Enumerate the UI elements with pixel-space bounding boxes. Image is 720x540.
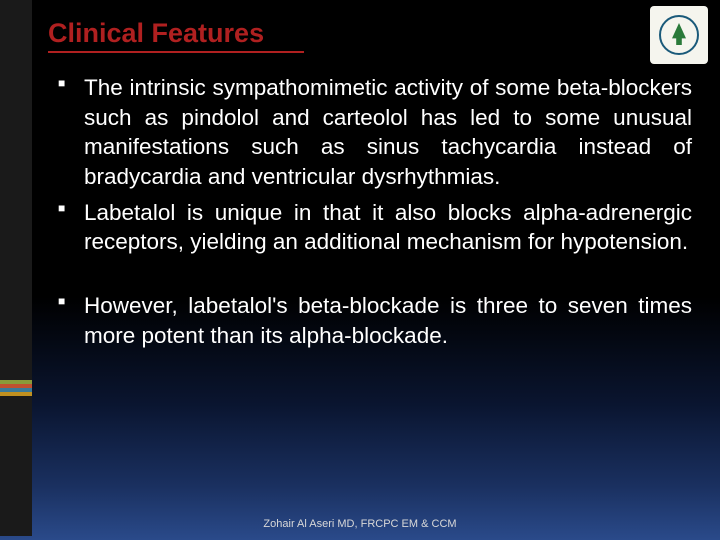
bullet-list: The intrinsic sympathomimetic activity o…: [48, 73, 692, 351]
bullet-item: However, labetalol's beta-blockade is th…: [58, 291, 692, 350]
accent-bottom-block: [0, 396, 32, 536]
accent-top-block: [0, 0, 32, 380]
bullet-item: Labetalol is unique in that it also bloc…: [58, 198, 692, 257]
left-accent-bar: [0, 0, 32, 540]
slide-footer: Zohair Al Aseri MD, FRCPC EM & CCM: [0, 518, 720, 530]
slide-content: Clinical Features The intrinsic sympatho…: [48, 18, 692, 357]
slide-title: Clinical Features: [48, 18, 304, 53]
bullet-item: The intrinsic sympathomimetic activity o…: [58, 73, 692, 192]
